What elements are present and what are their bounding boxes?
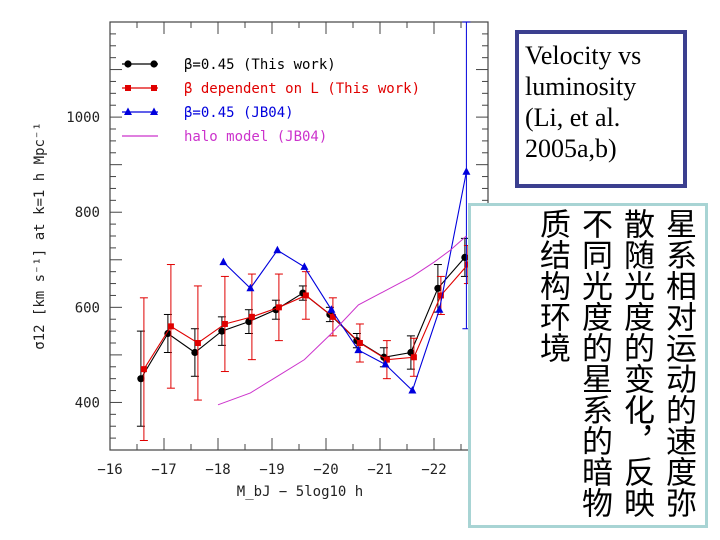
x-tick-label: −20 — [313, 462, 338, 478]
data-point — [329, 313, 336, 320]
y-axis-label: σ12 [km s⁻¹] at k=1 h Mpc⁻¹ — [32, 122, 48, 350]
y-tick-label: 1000 — [66, 110, 100, 126]
data-point — [164, 329, 172, 338]
data-point — [218, 327, 226, 335]
series-line — [217, 235, 467, 406]
data-point — [408, 386, 417, 394]
data-point — [462, 167, 471, 175]
data-point — [464, 261, 471, 268]
legend-label: β=0.45 (This work) — [184, 57, 336, 73]
series-3 — [217, 235, 467, 406]
data-point — [219, 257, 228, 266]
data-point — [302, 292, 309, 299]
data-point — [275, 304, 282, 311]
series-2 — [219, 21, 471, 394]
data-point — [273, 245, 282, 254]
data-point — [194, 340, 201, 346]
x-tick-label: −19 — [259, 462, 284, 478]
data-point — [410, 354, 417, 361]
x-tick-label: −17 — [151, 462, 176, 478]
data-point — [354, 345, 363, 354]
x-tick-label: −22 — [421, 462, 446, 478]
y-tick-label: 800 — [75, 205, 100, 221]
data-point — [383, 356, 390, 363]
data-point — [221, 320, 228, 327]
x-tick-label: −16 — [97, 462, 122, 478]
legend-marker — [150, 60, 158, 68]
data-point — [437, 292, 444, 299]
y-tick-label: 600 — [75, 300, 100, 316]
x-axis-label: M_bJ − 5log10 h — [237, 484, 363, 500]
legend-marker — [124, 60, 132, 68]
data-point — [300, 262, 309, 270]
note-text: Velocity vs luminosity (Li, et al. 2005a… — [525, 41, 642, 163]
data-point — [381, 359, 390, 368]
data-point — [327, 305, 336, 313]
x-tick-label: −18 — [205, 462, 230, 478]
legend-label: β=0.45 (JB04) — [184, 105, 294, 121]
y-tick-labels: 400 600 800 1000 — [66, 110, 100, 411]
chinese-note-box: 星系相对运动的速度弥散随光度的变化，反映不同光度的星系的暗物质结构环境 — [468, 203, 708, 528]
legend-marker — [125, 85, 131, 91]
y-tick-label: 400 — [75, 395, 100, 411]
data-point — [191, 348, 199, 357]
data-point — [248, 313, 255, 320]
legend-label: β dependent on L (This work) — [184, 81, 420, 97]
data-point — [137, 375, 145, 383]
legend-marker — [151, 85, 157, 91]
data-point — [246, 283, 255, 292]
series-layer — [136, 21, 472, 441]
data-point — [140, 366, 147, 373]
legend: β=0.45 (This work) β dependent on L (This… — [122, 57, 420, 145]
chinese-note-text: 星系相对运动的速度弥散随光度的变化，反映不同光度的星系的暗物质结构环境 — [534, 208, 696, 518]
data-point — [435, 305, 444, 313]
series-1 — [139, 245, 472, 441]
x-tick-label: −21 — [367, 462, 392, 478]
legend-marker — [150, 107, 158, 115]
data-point — [167, 323, 174, 330]
legend-marker — [124, 107, 132, 115]
note-box: Velocity vs luminosity (Li, et al. 2005a… — [515, 30, 687, 188]
data-point — [434, 284, 442, 292]
legend-label: halo model (JB04) — [184, 129, 327, 145]
series-line — [223, 171, 467, 392]
x-tick-labels: −16−17−18−19−20−21−22−23 — [97, 462, 500, 478]
data-point — [356, 340, 363, 346]
